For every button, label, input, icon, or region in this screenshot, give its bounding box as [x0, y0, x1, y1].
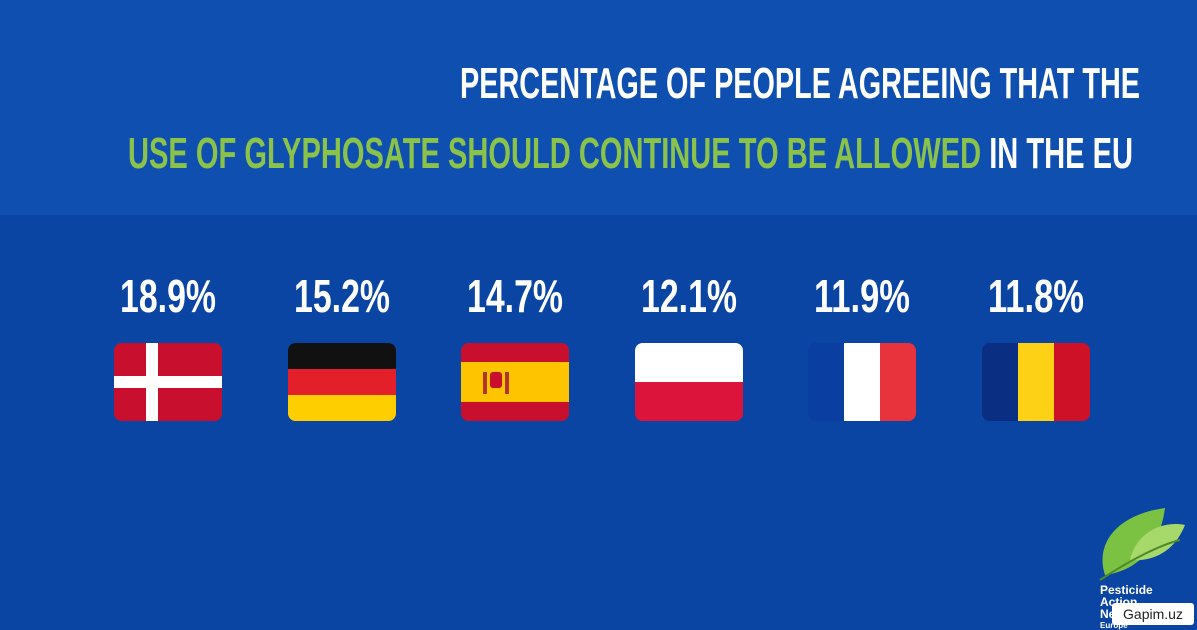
logo-text: Europe	[1100, 621, 1128, 630]
stat-value: 12.1%	[641, 270, 737, 322]
stat-value: 18.9%	[120, 270, 216, 322]
title-highlight: USE OF GLYPHOSATE SHOULD CONTINUE TO BE …	[128, 129, 981, 178]
stats: 18.9% 15.2% 14.7% 12.1% 11.9% 11.8%	[120, 270, 1084, 322]
flag-spain	[461, 343, 569, 421]
logo-text: Pesticide	[1100, 583, 1153, 597]
title-rest: IN THE EU	[981, 129, 1133, 178]
stat-value: 15.2%	[294, 270, 390, 322]
flag-romania	[982, 343, 1090, 421]
watermark: Gapim.uz	[1123, 606, 1183, 622]
watermark-box	[1112, 603, 1194, 625]
flag-france	[808, 343, 916, 421]
flag-poland	[635, 343, 743, 421]
title-line2: USE OF GLYPHOSATE SHOULD CONTINUE TO BE …	[128, 129, 1133, 178]
flag-germany	[288, 343, 396, 421]
stat-value: 14.7%	[467, 270, 563, 322]
title-line1: PERCENTAGE OF PEOPLE AGREEING THAT THE	[460, 59, 1140, 108]
flag-denmark	[114, 343, 222, 421]
stat-value: 11.9%	[814, 270, 910, 322]
header-band	[0, 0, 1197, 215]
stat-value: 11.8%	[988, 270, 1084, 322]
